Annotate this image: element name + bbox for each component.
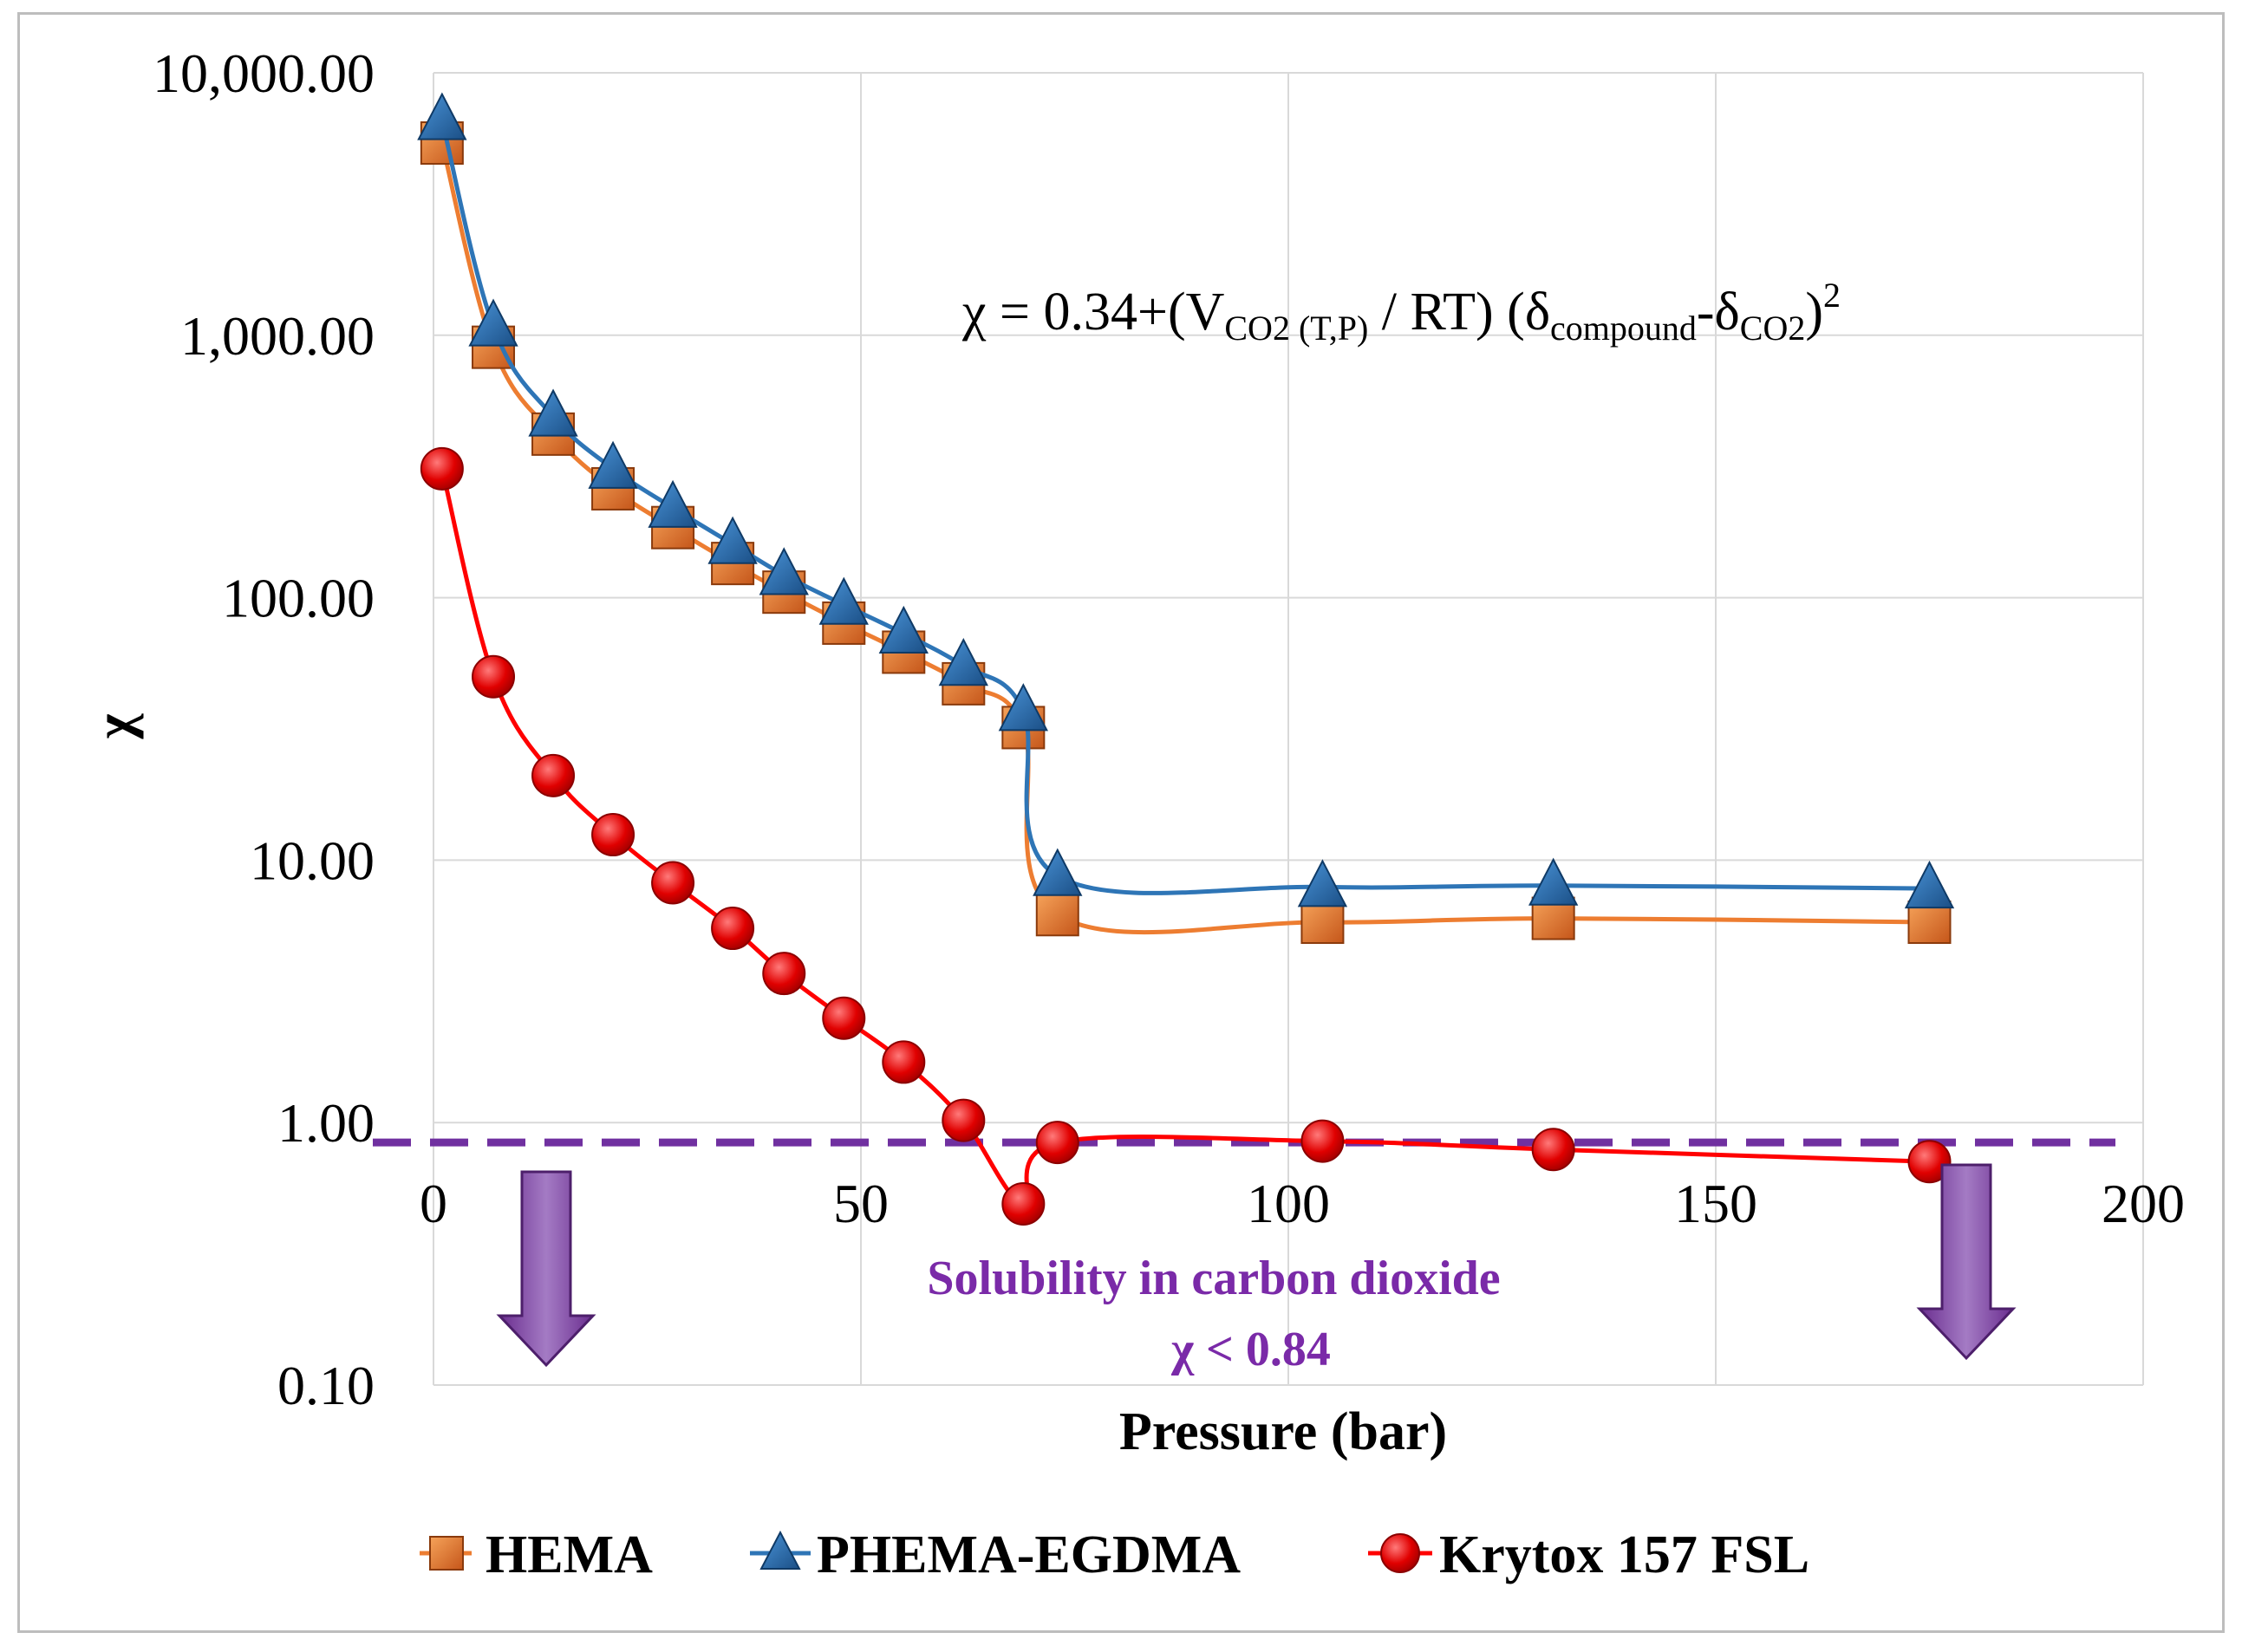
series-line: [440, 468, 1930, 1206]
legend-marker-krytox: [1380, 1533, 1420, 1573]
equation-dash: -δ: [1697, 283, 1740, 341]
y-tick-label: 10,000.00: [153, 42, 375, 104]
data-point-circle: [1300, 1119, 1345, 1163]
x-tick-label: 200: [2102, 1173, 2185, 1234]
series-layer: [417, 92, 1955, 1226]
ticks-layer: 0.10 1.00 10.00 100.00 1,000.00 10,000.00 0 50 1…: [153, 42, 2185, 1416]
equation-mid: / RT) (δ: [1368, 283, 1550, 341]
solubility-label: Solubility in carbon dioxide: [927, 1252, 1500, 1305]
y-axis-title: χ: [85, 712, 144, 739]
legend-label-phema: PHEMA-EGDMA: [817, 1525, 1241, 1584]
data-point-circle: [942, 1098, 986, 1142]
x-axis-title: Pressure (bar): [1119, 1402, 1447, 1461]
data-point-circle: [762, 952, 806, 996]
data-point-triangle: [468, 298, 518, 347]
legend-label-krytox: Krytox 157 FSL: [1439, 1525, 1809, 1584]
equation-lead: χ = 0.34+(V: [961, 283, 1225, 341]
legend-marker-hema: [429, 1536, 464, 1571]
data-point-circle: [531, 753, 576, 797]
data-point-triangle: [648, 479, 698, 528]
data-point-circle: [1531, 1128, 1575, 1172]
data-point-triangle: [588, 440, 638, 489]
legend-marker-phema: [759, 1530, 801, 1570]
data-point-triangle: [759, 547, 809, 595]
legend-item-hema: HEMA: [420, 1525, 653, 1584]
data-point-triangle: [417, 92, 467, 140]
down-arrow-right-icon: [1916, 1163, 2017, 1361]
data-point-triangle: [707, 516, 758, 564]
data-point-triangle: [818, 576, 869, 625]
data-point-circle: [822, 996, 866, 1040]
legend: HEMA PHEMA-EGDMA Krytox 157 FSL: [420, 1525, 1809, 1584]
data-point-square: [1035, 893, 1079, 937]
equation-close: ): [1805, 283, 1823, 341]
data-point-square: [1300, 901, 1345, 945]
series-krytox-157-fsl: [420, 446, 1952, 1226]
x-tick-label: 100: [1247, 1173, 1330, 1234]
data-point-triangle: [1528, 857, 1579, 906]
solubility-condition: χ < 0.84: [1170, 1323, 1331, 1376]
data-point-circle: [1035, 1121, 1079, 1165]
data-point-circle: [882, 1040, 926, 1084]
y-tick-label: 10.00: [250, 829, 375, 891]
x-tick-label: 150: [1674, 1173, 1757, 1234]
figure-frame: [17, 12, 2225, 1633]
series-hema: [420, 121, 1952, 945]
data-point-circle: [711, 907, 755, 951]
data-point-triangle: [1033, 848, 1083, 896]
x-tick-label: 50: [833, 1173, 889, 1234]
data-point-triangle: [528, 388, 578, 437]
data-point-circle: [591, 813, 635, 857]
down-arrow-left-icon: [496, 1170, 596, 1368]
x-tick-label: 0: [420, 1173, 447, 1234]
y-tick-label: 1.00: [277, 1092, 375, 1154]
legend-item-krytox: Krytox 157 FSL: [1368, 1525, 1809, 1584]
data-point-triangle: [938, 638, 988, 686]
legend-item-phema: PHEMA-EGDMA: [750, 1525, 1241, 1584]
grid: [433, 72, 2144, 1386]
data-point-circle: [1907, 1140, 1952, 1184]
equation-sub-co2: CO2: [1740, 309, 1806, 348]
equation-sup: 2: [1823, 276, 1841, 315]
legend-label-hema: HEMA: [486, 1525, 653, 1584]
data-point-triangle: [1297, 859, 1348, 907]
data-point-triangle: [1904, 860, 1955, 909]
data-point-triangle: [998, 683, 1048, 732]
y-tick-label: 100.00: [222, 568, 375, 629]
data-point-circle: [472, 654, 516, 699]
data-point-circle: [420, 446, 464, 491]
equation-annotation: χ = 0.34+(VCO2 (T,P) / RT) (δcompound-δC…: [961, 276, 1841, 348]
data-point-triangle: [878, 605, 929, 654]
y-tick-label: 1,000.00: [180, 305, 375, 367]
data-point-circle: [651, 861, 695, 905]
equation-sub-compound: compound: [1550, 309, 1697, 348]
y-tick-label: 0.10: [277, 1355, 375, 1416]
equation-sub-v: CO2 (T,P): [1224, 309, 1368, 348]
series-phema-egdma: [417, 92, 1955, 909]
data-point-circle: [1001, 1182, 1046, 1226]
